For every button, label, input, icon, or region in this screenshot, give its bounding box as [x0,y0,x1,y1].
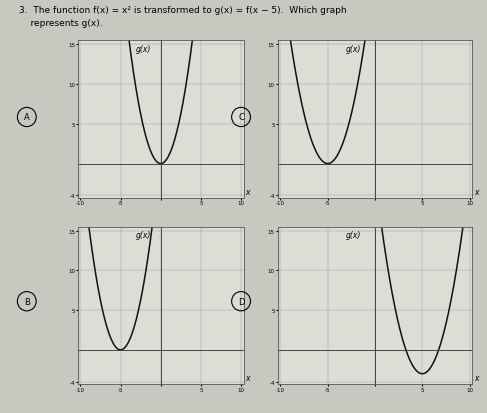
Text: g(x): g(x) [346,230,361,239]
Text: C: C [238,113,244,122]
Text: A: A [24,113,30,122]
Text: D: D [238,297,244,306]
Text: g(x): g(x) [136,230,151,239]
Text: x: x [245,188,250,197]
Text: 3.  The function f(x) = x² is transformed to g(x) = f(x − 5).  Which graph: 3. The function f(x) = x² is transformed… [19,6,347,15]
Text: x: x [245,373,250,382]
Text: g(x): g(x) [136,45,151,53]
Text: represents g(x).: represents g(x). [19,19,103,28]
Text: x: x [474,373,479,382]
Text: x: x [474,188,479,197]
Text: g(x): g(x) [346,45,361,53]
Text: B: B [24,297,30,306]
